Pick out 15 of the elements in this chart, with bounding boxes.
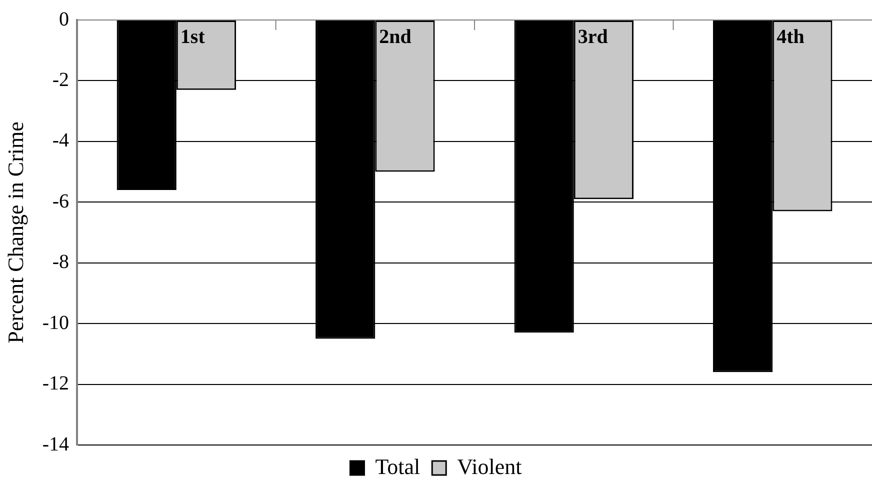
x-tick-label: 3rd xyxy=(578,26,608,48)
legend-label: Total xyxy=(375,454,420,479)
x-tick-label: 1st xyxy=(180,26,206,48)
y-tick-label: -12 xyxy=(42,372,70,395)
y-tick-label: -6 xyxy=(52,190,70,212)
y-tick-label: -10 xyxy=(42,312,70,334)
y-tick-label: 0 xyxy=(59,8,70,30)
x-tick-label: 4th xyxy=(776,26,804,48)
y-axis-title: Percent Change in Crime xyxy=(2,122,28,344)
y-tick-label: -2 xyxy=(52,68,70,91)
legend-label: Violent xyxy=(457,454,522,479)
y-tick-label: -4 xyxy=(52,130,70,152)
y-tick-label: -14 xyxy=(42,433,70,456)
y-tick-label: -8 xyxy=(52,251,70,274)
x-tick-label: 2nd xyxy=(379,26,412,48)
